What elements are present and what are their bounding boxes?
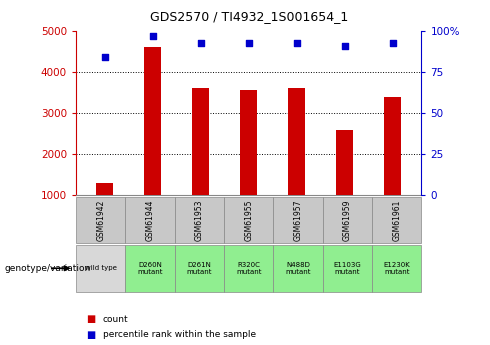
Bar <box>273 245 323 292</box>
Point <box>245 40 253 45</box>
Text: GDS2570 / TI4932_1S001654_1: GDS2570 / TI4932_1S001654_1 <box>149 10 348 23</box>
Text: wild type: wild type <box>85 265 117 271</box>
Text: percentile rank within the sample: percentile rank within the sample <box>103 330 256 339</box>
Bar <box>174 197 224 243</box>
Bar <box>372 245 421 292</box>
Bar <box>125 245 174 292</box>
Point <box>101 55 109 60</box>
Bar <box>384 97 401 195</box>
Text: E1230K
mutant: E1230K mutant <box>383 262 410 275</box>
Bar <box>125 197 174 243</box>
Text: ■: ■ <box>86 314 95 324</box>
Bar <box>240 90 257 195</box>
Text: count: count <box>103 315 128 324</box>
Bar <box>224 245 273 292</box>
Bar <box>174 245 224 292</box>
Bar <box>97 184 113 195</box>
Bar <box>323 245 372 292</box>
Bar <box>145 47 161 195</box>
Text: D260N
mutant: D260N mutant <box>137 262 163 275</box>
Point <box>389 40 396 45</box>
Bar <box>192 88 209 195</box>
Text: E1103G
mutant: E1103G mutant <box>334 262 361 275</box>
Text: GSM61955: GSM61955 <box>244 199 253 241</box>
Bar <box>372 197 421 243</box>
Text: genotype/variation: genotype/variation <box>5 264 91 273</box>
Bar <box>273 197 323 243</box>
Text: GSM61944: GSM61944 <box>146 199 154 241</box>
Bar <box>323 197 372 243</box>
Text: GSM61957: GSM61957 <box>294 199 302 241</box>
Text: R320C
mutant: R320C mutant <box>236 262 262 275</box>
Point <box>197 40 205 45</box>
Bar <box>288 88 305 195</box>
Bar <box>224 197 273 243</box>
Text: GSM61942: GSM61942 <box>96 199 105 240</box>
Text: ■: ■ <box>86 330 95 339</box>
Bar <box>76 245 125 292</box>
Point <box>341 43 348 49</box>
Bar <box>336 130 353 195</box>
Point <box>149 33 157 39</box>
Text: N488D
mutant: N488D mutant <box>285 262 311 275</box>
Text: GSM61959: GSM61959 <box>343 199 352 241</box>
Text: D261N
mutant: D261N mutant <box>187 262 212 275</box>
Text: GSM61961: GSM61961 <box>392 199 401 240</box>
Bar <box>76 197 125 243</box>
Point <box>293 40 300 45</box>
Text: GSM61953: GSM61953 <box>195 199 204 241</box>
